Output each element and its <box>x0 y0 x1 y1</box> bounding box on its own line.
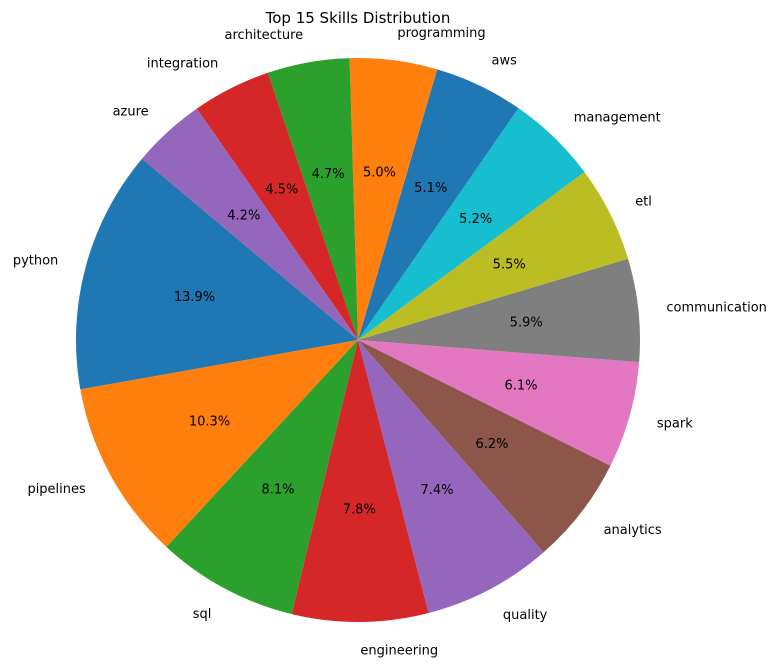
pct-label-communication: 5.9% <box>510 315 543 330</box>
pct-label-sql: 8.1% <box>261 483 294 498</box>
category-label-architecture: architecture <box>225 28 304 43</box>
pie-slice-pipelines <box>80 340 359 547</box>
pct-label-programming: 5.0% <box>363 166 396 181</box>
percentage-labels: 13.9% 10.3% 8.1% 7.8% 7.4% 6.2% 6.1% 5.9% 5.5% 5.… <box>174 166 543 518</box>
pct-label-architecture: 4.7% <box>312 167 345 182</box>
category-label-aws: aws <box>492 54 518 69</box>
category-label-integration: integration <box>147 57 218 72</box>
category-label-management: management <box>574 111 661 126</box>
category-label-python: python <box>13 253 58 268</box>
pie-slice-aws <box>358 69 519 340</box>
pct-label-aws: 5.1% <box>414 181 447 196</box>
category-label-pipelines: pipelines <box>27 482 86 497</box>
category-label-programming: programming <box>397 26 485 41</box>
category-label-communication: communication <box>666 300 767 315</box>
pie-slice-analytics <box>358 340 611 553</box>
pct-label-python: 13.9% <box>174 290 215 305</box>
category-label-quality: quality <box>503 608 548 623</box>
pct-label-spark: 6.1% <box>504 379 537 394</box>
pct-label-azure: 4.2% <box>227 209 260 224</box>
category-label-analytics: analytics <box>604 523 662 538</box>
pie-slice-programming <box>349 58 438 340</box>
category-label-sql: sql <box>193 607 212 622</box>
pct-label-integration: 4.5% <box>265 182 298 197</box>
pct-label-quality: 7.4% <box>420 483 453 498</box>
category-label-azure: azure <box>113 105 149 120</box>
pie-slice-spark <box>358 340 640 466</box>
pie-slices <box>75 58 641 623</box>
pie-slice-communication <box>358 258 641 363</box>
pie-slice-management <box>358 108 585 340</box>
pct-label-analytics: 6.2% <box>475 437 508 452</box>
pie-slice-etl <box>358 171 629 340</box>
pct-label-pipelines: 10.3% <box>189 415 230 430</box>
pie-slice-engineering <box>291 340 429 623</box>
category-labels: python pipelines sql engineering quality anal… <box>13 26 767 659</box>
pct-label-engineering: 7.8% <box>343 503 376 518</box>
pie-slice-python <box>75 158 358 390</box>
category-label-etl: etl <box>635 194 652 209</box>
pie-slice-sql <box>166 340 358 615</box>
pie-slice-architecture <box>267 58 358 340</box>
category-label-spark: spark <box>657 416 693 431</box>
pie-slice-azure <box>141 108 358 341</box>
pct-label-management: 5.2% <box>459 212 492 227</box>
pie-slice-quality <box>358 340 544 614</box>
pie-slice-integration <box>196 72 358 340</box>
pct-label-etl: 5.5% <box>493 258 526 273</box>
category-label-engineering: engineering <box>360 644 438 659</box>
chart-title: Top 15 Skills Distribution <box>265 9 451 27</box>
